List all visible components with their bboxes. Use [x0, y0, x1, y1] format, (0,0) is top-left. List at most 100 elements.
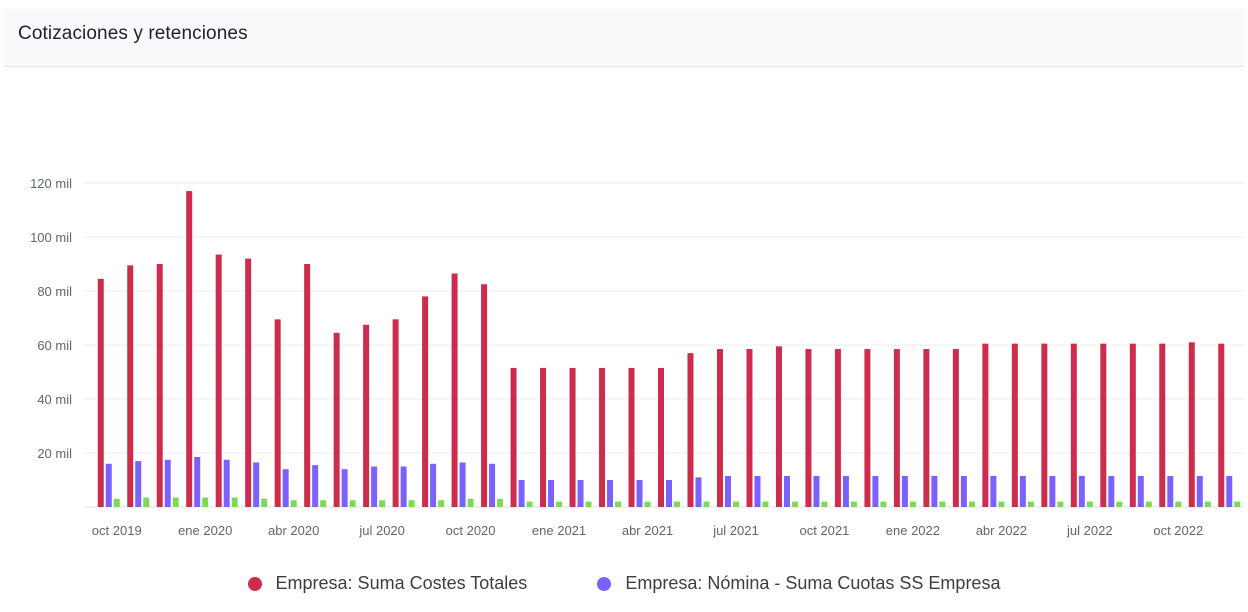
bar-series-1: [658, 367, 664, 507]
bar-series-2: [223, 459, 230, 507]
x-tick-label: ene 2021: [532, 523, 586, 538]
bar-series-2: [666, 480, 672, 507]
bar-series-1: [481, 284, 488, 507]
bar-series-1: [864, 349, 871, 507]
bar-series-1: [97, 278, 104, 507]
bar-series-1: [1041, 343, 1048, 507]
x-tick-label: oct 2020: [446, 523, 496, 538]
bar-series-2: [135, 461, 142, 507]
bar-series-2: [990, 475, 997, 507]
bar-series-2: [636, 480, 643, 507]
bar-series-3: [939, 501, 946, 507]
bar-series-3: [880, 501, 887, 507]
bar-series-3: [821, 501, 828, 507]
bar-series-3: [438, 500, 445, 507]
bar-series-2: [901, 475, 908, 507]
bar-series-3: [320, 500, 327, 507]
bar-series-2: [931, 475, 938, 507]
legend-item-cuotas-ss[interactable]: Empresa: Nómina - Suma Cuotas SS Empresa: [597, 573, 1000, 594]
bar-series-3: [1234, 501, 1241, 507]
x-tick-label: ene 2022: [886, 523, 940, 538]
bar-series-1: [333, 332, 340, 507]
bar-series-3: [615, 501, 622, 507]
bar-series-3: [261, 498, 268, 507]
bar-series-2: [548, 480, 555, 507]
bar-series-2: [1196, 475, 1203, 507]
bar-series-2: [194, 457, 201, 507]
bar-series-1: [716, 349, 723, 507]
bar-series-1: [805, 349, 812, 507]
bar-series-2: [1226, 475, 1233, 507]
bar-series-3: [556, 501, 563, 507]
bar-series-2: [1137, 475, 1144, 507]
bar-series-3: [732, 501, 739, 507]
bar-series-1: [510, 367, 517, 507]
x-tick-label: jul 2020: [358, 523, 405, 538]
bar-series-2: [724, 475, 731, 507]
y-tick-label: 100 mil: [30, 230, 72, 245]
x-tick-label: abr 2022: [976, 523, 1027, 538]
x-tick-label: ene 2020: [178, 523, 232, 538]
bar-series-1: [422, 296, 429, 507]
bar-series-1: [834, 349, 841, 507]
panel-title: Cotizaciones y retenciones: [18, 23, 248, 44]
bar-series-1: [599, 367, 606, 507]
legend-dot-icon: [247, 576, 262, 591]
bar-series-2: [607, 480, 614, 507]
bar-series-1: [540, 367, 547, 507]
x-tick-label: oct 2022: [1153, 523, 1203, 538]
bar-series-3: [231, 497, 238, 507]
bar-series-3: [143, 497, 150, 507]
bar-series-2: [960, 475, 967, 507]
bar-series-2: [1049, 475, 1056, 507]
bar-series-2: [400, 466, 407, 507]
bar-series-3: [526, 501, 533, 507]
bar-series-3: [909, 501, 916, 507]
bar-series-1: [304, 264, 311, 507]
legend-item-costes-totales[interactable]: Empresa: Suma Costes Totales: [247, 573, 528, 594]
bar-series-1: [451, 273, 458, 507]
bar-series-3: [379, 500, 386, 507]
bar-series-2: [1019, 475, 1026, 507]
y-tick-label: 120 mil: [30, 176, 72, 191]
bar-series-2: [312, 465, 319, 507]
bar-series-1: [363, 324, 370, 507]
bar-series-2: [1078, 475, 1085, 507]
bar-series-3: [703, 501, 710, 507]
bar-series-3: [850, 501, 857, 507]
bar-series-1: [1100, 343, 1107, 507]
y-tick-label: 80 mil: [37, 284, 72, 299]
bar-series-2: [430, 463, 437, 507]
bar-series-2: [1167, 475, 1174, 507]
bar-series-1: [156, 264, 163, 507]
bar-series-1: [215, 254, 222, 507]
bar-series-3: [1027, 501, 1034, 507]
bar-series-2: [518, 480, 525, 507]
bar-series-2: [813, 475, 820, 507]
x-tick-label: oct 2021: [799, 523, 849, 538]
bar-series-2: [754, 475, 761, 507]
bar-series-3: [408, 500, 415, 507]
y-tick-label: 40 mil: [37, 392, 72, 407]
legend-label: Empresa: Nómina - Suma Cuotas SS Empresa: [625, 573, 1001, 593]
bar-series-2: [341, 469, 348, 507]
bar-series-3: [202, 497, 209, 507]
bar-series-1: [392, 319, 399, 507]
bar-series-2: [371, 466, 378, 507]
bar-series-2: [695, 477, 702, 507]
legend-label: Empresa: Suma Costes Totales: [275, 573, 528, 593]
chart: 20 mil 40 mil 60 mil 80 mil 100 mil 120 mil oc…: [30, 176, 1244, 538]
bar-series-2: [1108, 475, 1115, 507]
bar-series-3: [172, 497, 179, 507]
chart-legend: Empresa: Suma Costes Totales Empresa: Nó…: [0, 573, 1248, 594]
bar-series-3: [1057, 501, 1064, 507]
bar-series-3: [467, 498, 474, 507]
bar-series-1: [245, 258, 252, 507]
bar-series-1: [687, 353, 694, 507]
bar-series-2: [105, 463, 112, 507]
bar-series-1: [1129, 343, 1136, 507]
bar-series-3: [585, 501, 592, 507]
bar-series-3: [1204, 501, 1211, 507]
bar-series-1: [1011, 343, 1018, 507]
x-tick-label: jul 2021: [712, 523, 759, 538]
